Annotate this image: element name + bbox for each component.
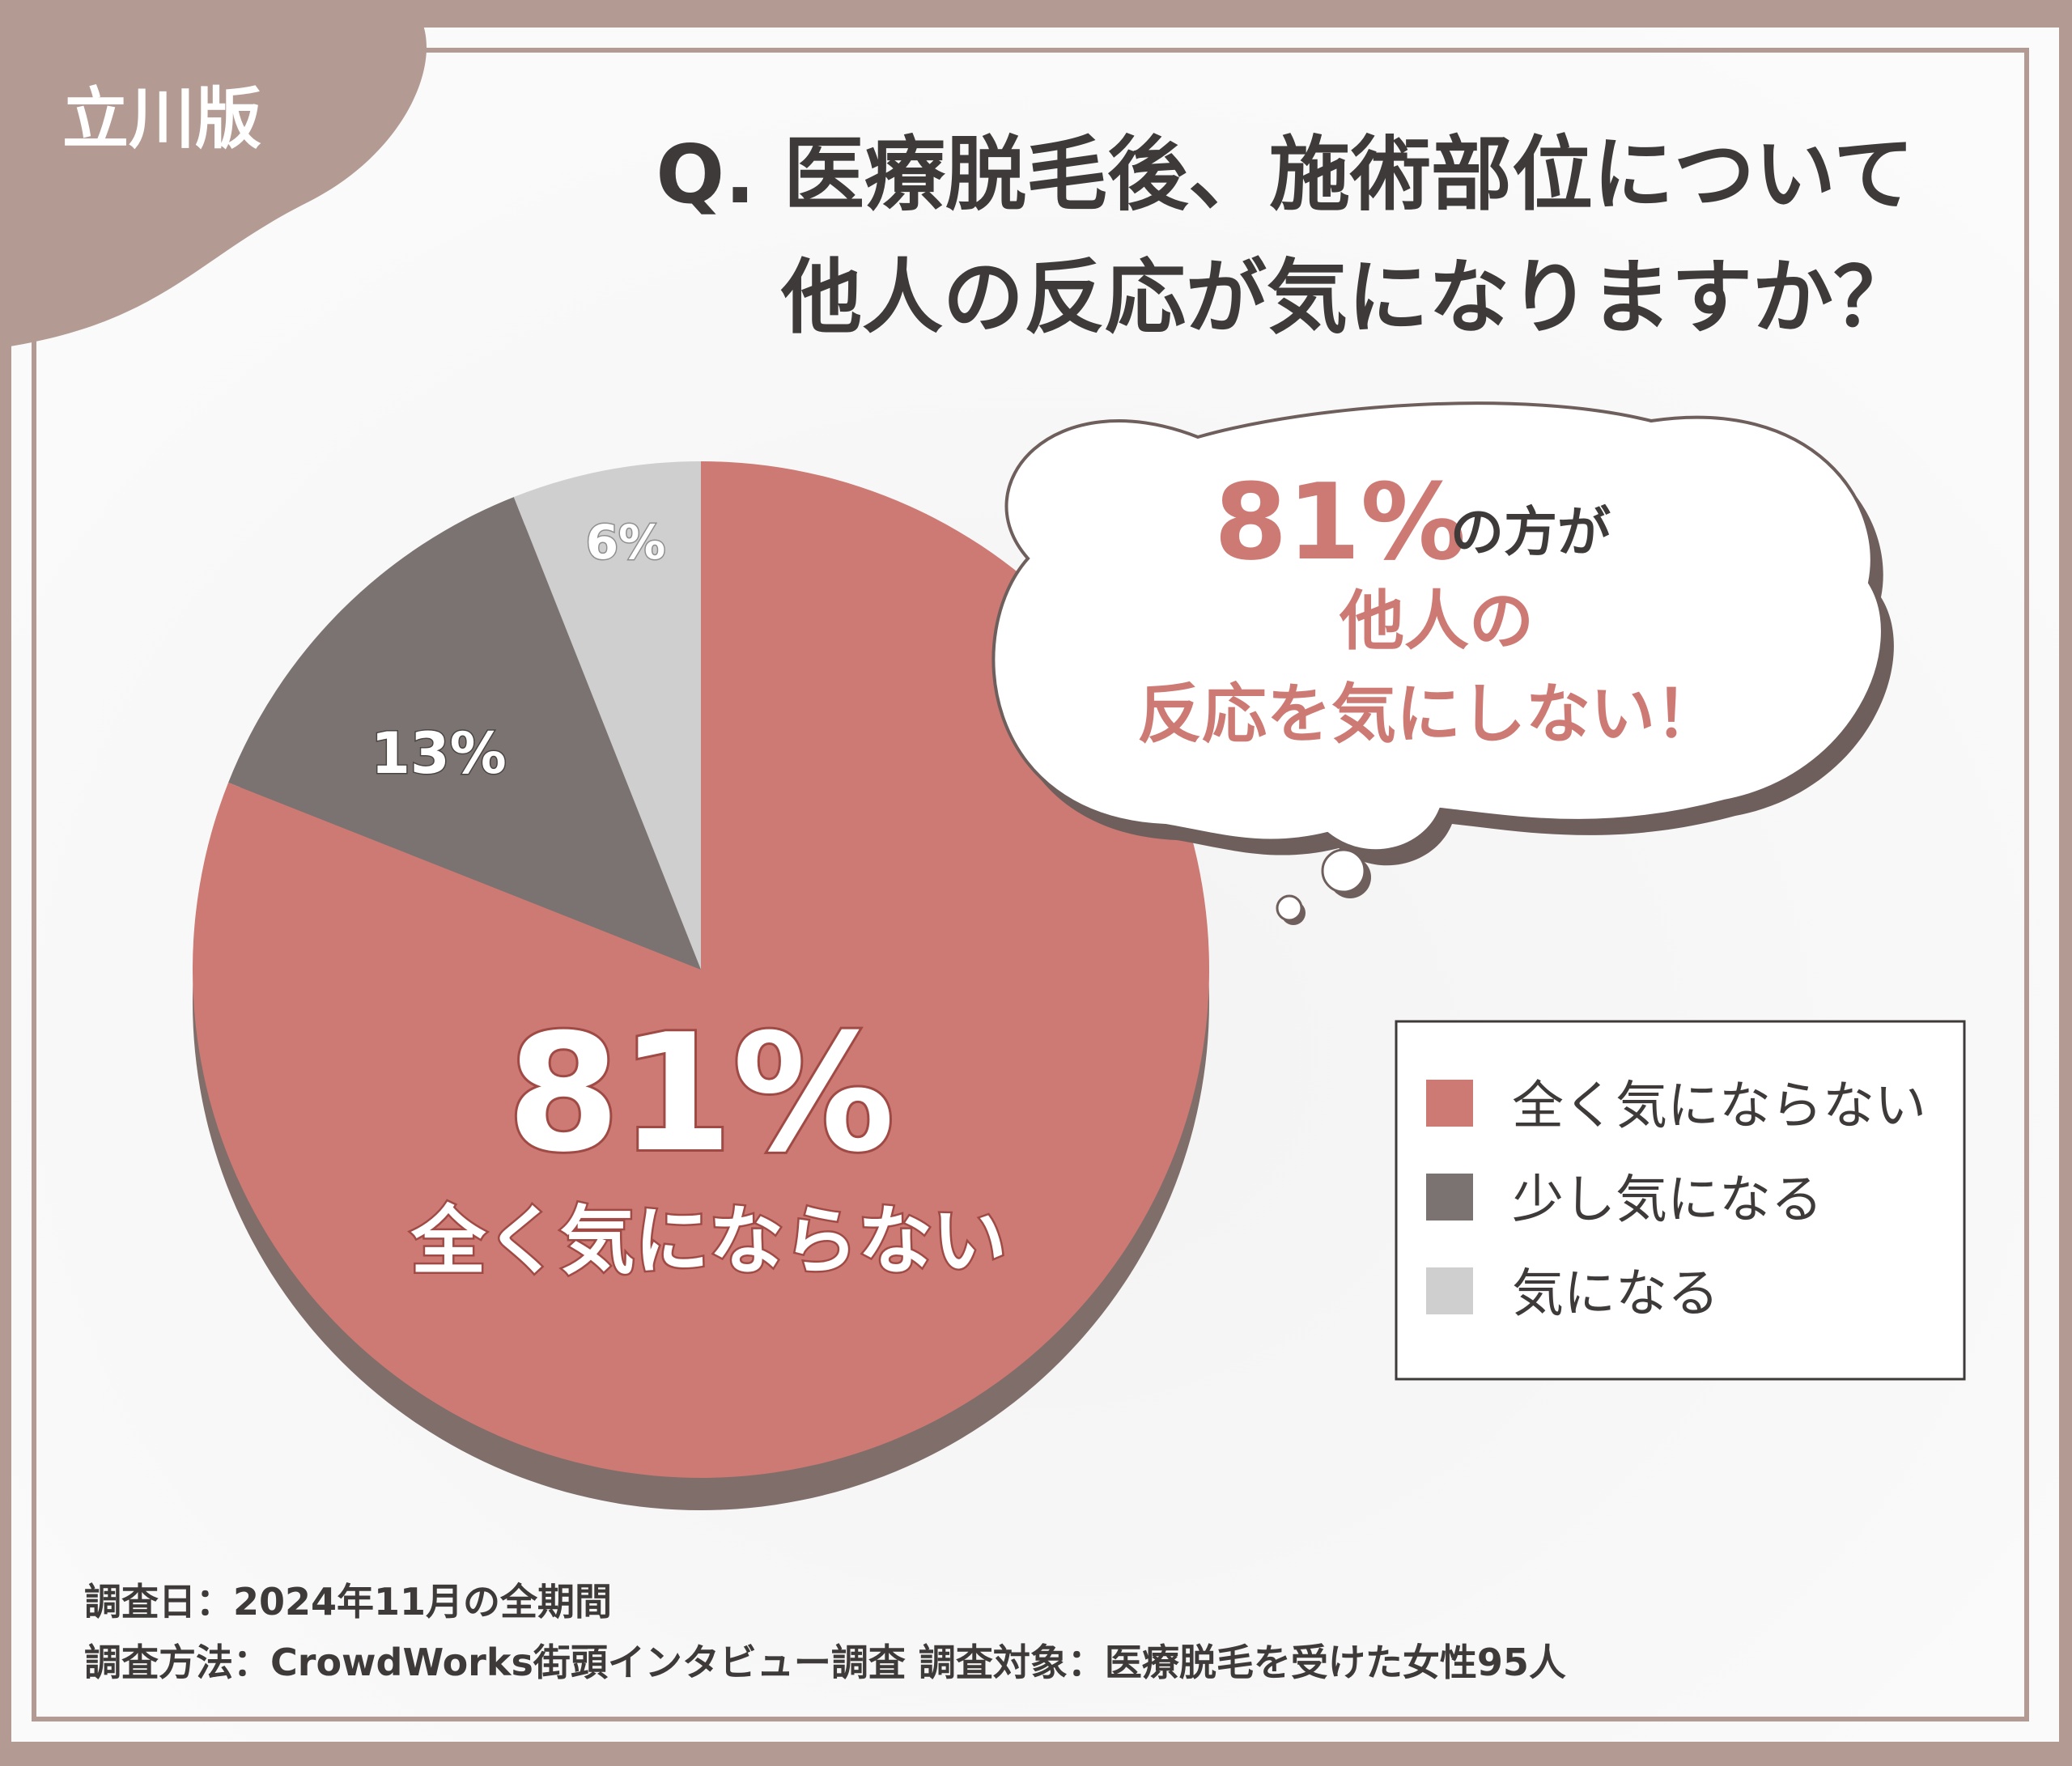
pie-slice-slightly-bothered (228, 497, 702, 970)
legend: 全く気にならない 少し気になる 気になる (1395, 1020, 1966, 1381)
callout-line-2: 他人の (1339, 584, 1534, 659)
main-slice-text: 全く気にならない (410, 1198, 1007, 1284)
legend-swatch-1 (1426, 1080, 1473, 1127)
bubble-dot-large (1321, 848, 1366, 894)
callout-small: の方が (1450, 501, 1611, 563)
main-slice-value: 81% (507, 1000, 895, 1188)
legend-swatch-2 (1426, 1174, 1473, 1220)
slice-label-6: 6% (586, 515, 665, 570)
title-line-2: 他人の反応が気になりますか？ (780, 250, 1914, 345)
footer-survey-method: 調査方法：CrowdWorks街頭インタビュー調査 調査対象：医療脱毛を受けた女… (84, 1641, 1566, 1684)
corner-badge-shape (0, 0, 427, 348)
pie-chart: 13% 6% 81% 全く気にならない (192, 461, 1209, 1510)
bubble-dot-small (1276, 894, 1303, 922)
legend-label-1: 全く気にならない (1512, 1076, 1926, 1136)
callout-line-3: 反応を気にしない！ (1137, 677, 1720, 752)
legend-swatch-3 (1426, 1267, 1473, 1314)
inner-border (32, 48, 2029, 1721)
footer-survey-date: 調査日：2024年11月の全期間 (84, 1580, 612, 1624)
callout-bubble: 81% の方が 他人の 反応を気にしない！ (991, 401, 1894, 925)
pie-slices (192, 461, 1209, 1478)
legend-box (1395, 1020, 1966, 1381)
bubble-body (991, 401, 1884, 853)
callout-big: 81% (1214, 461, 1466, 584)
pie-slice-bothered (513, 461, 701, 970)
legend-label-2: 少し気になる (1512, 1170, 1823, 1230)
slice-label-13: 13% (371, 720, 507, 787)
badge-text: 立川版 (62, 81, 261, 158)
title-line-1: Q. 医療脱毛後、施術部位について (656, 127, 1914, 222)
legend-label-3: 気になる (1512, 1264, 1719, 1324)
